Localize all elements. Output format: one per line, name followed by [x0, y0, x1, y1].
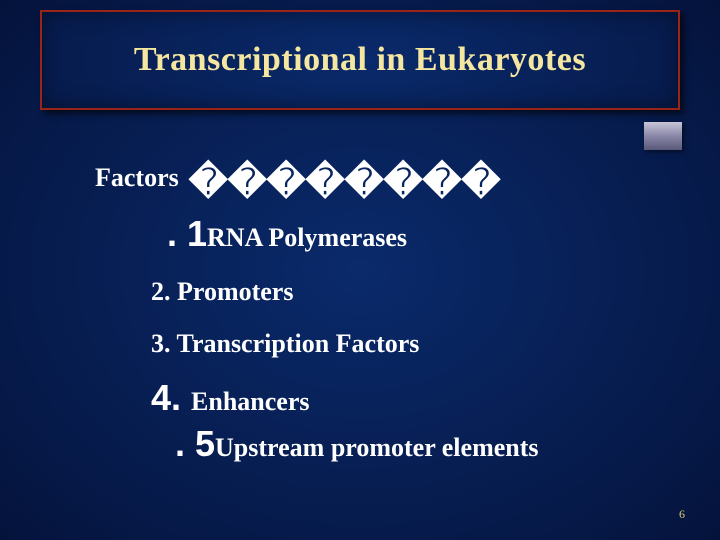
list-item-3: 3. Transcription Factors: [151, 329, 680, 359]
content-area: Factors �������� . 1RNA Polymerases 2. P…: [95, 160, 680, 465]
item-3-text: Transcription Factors: [177, 329, 420, 358]
item-3-marker: 3.: [151, 329, 177, 358]
item-1-marker: . 1: [167, 213, 207, 254]
list-item-5: . 5Upstream promoter elements: [175, 423, 680, 465]
list-item-4: 4. Enhancers: [151, 377, 680, 419]
page-number: 6: [679, 507, 685, 522]
slide-title: Transcriptional in Eukaryotes: [134, 41, 586, 79]
title-box: Transcriptional in Eukaryotes: [40, 10, 680, 110]
corner-ornament: [644, 122, 682, 150]
item-4-marker: 4.: [151, 377, 191, 418]
item-2-marker: 2.: [151, 277, 177, 306]
item-1-text: RNA Polymerases: [207, 223, 407, 252]
factors-label: Factors: [95, 163, 179, 192]
item-2-text: Promoters: [177, 277, 293, 306]
item-4-text: Enhancers: [191, 387, 309, 416]
placeholder-squares: ��������: [189, 162, 501, 204]
factors-line: Factors ��������: [95, 160, 680, 205]
list-item-1: . 1RNA Polymerases: [167, 213, 680, 255]
list-item-2: 2. Promoters: [151, 277, 680, 307]
item-5-text: Upstream promoter elements: [215, 433, 538, 462]
item-5-marker: . 5: [175, 423, 215, 464]
